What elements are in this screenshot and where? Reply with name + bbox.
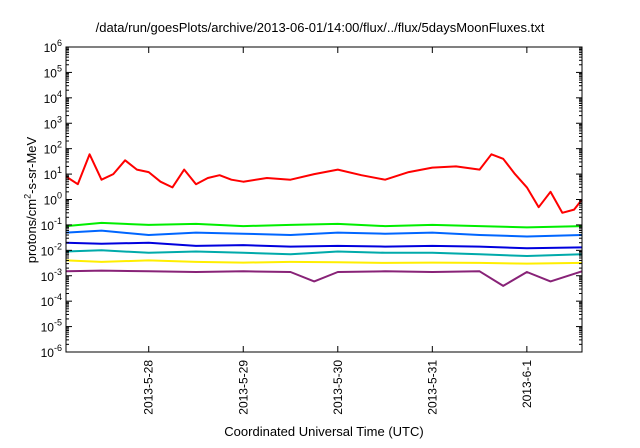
series-line-7	[65, 269, 583, 287]
y-tick-label: 102	[44, 140, 62, 157]
y-tick-label: 10-2	[41, 241, 62, 258]
x-axis-label: Coordinated Universal Time (UTC)	[224, 424, 424, 439]
axis-layer: 10-6 10-5 10-4 10-3 10-2 10-1 100 101 102 103 104 1…	[41, 38, 582, 415]
plot-frame	[65, 46, 583, 353]
chart-title: /data/run/goesPlots/archive/2013-06-01/1…	[95, 20, 545, 35]
y-tick-label: 101	[44, 165, 62, 182]
series-line-3	[65, 229, 583, 238]
x-tick-label: 2013-5-31	[425, 360, 439, 415]
y-tick-label: 10-1	[41, 216, 62, 233]
y-tick-label: 104	[44, 89, 62, 106]
x-tick-label: 2013-5-29	[236, 360, 250, 415]
y-tick-label: 100	[44, 191, 62, 208]
series-line-6	[65, 259, 583, 265]
series-line-1	[65, 153, 583, 214]
series-layer	[65, 153, 583, 287]
y-tick-label: 10-3	[41, 267, 62, 284]
x-tick-label: 2013-5-30	[331, 360, 345, 415]
y-tick-label: 10-5	[41, 318, 62, 335]
y-tick-label: 106	[44, 38, 62, 55]
y-tick-label: 105	[44, 63, 62, 80]
x-tick-label: 2013-5-28	[142, 360, 156, 415]
series-line-5	[65, 249, 583, 257]
series-line-4	[65, 241, 583, 250]
y-tick-label: 10-6	[41, 343, 62, 360]
series-line-2	[65, 221, 583, 229]
y-tick-label: 103	[44, 114, 62, 131]
x-tick-label: 2013-6-1	[520, 360, 534, 408]
y-tick-label: 10-4	[41, 292, 62, 309]
